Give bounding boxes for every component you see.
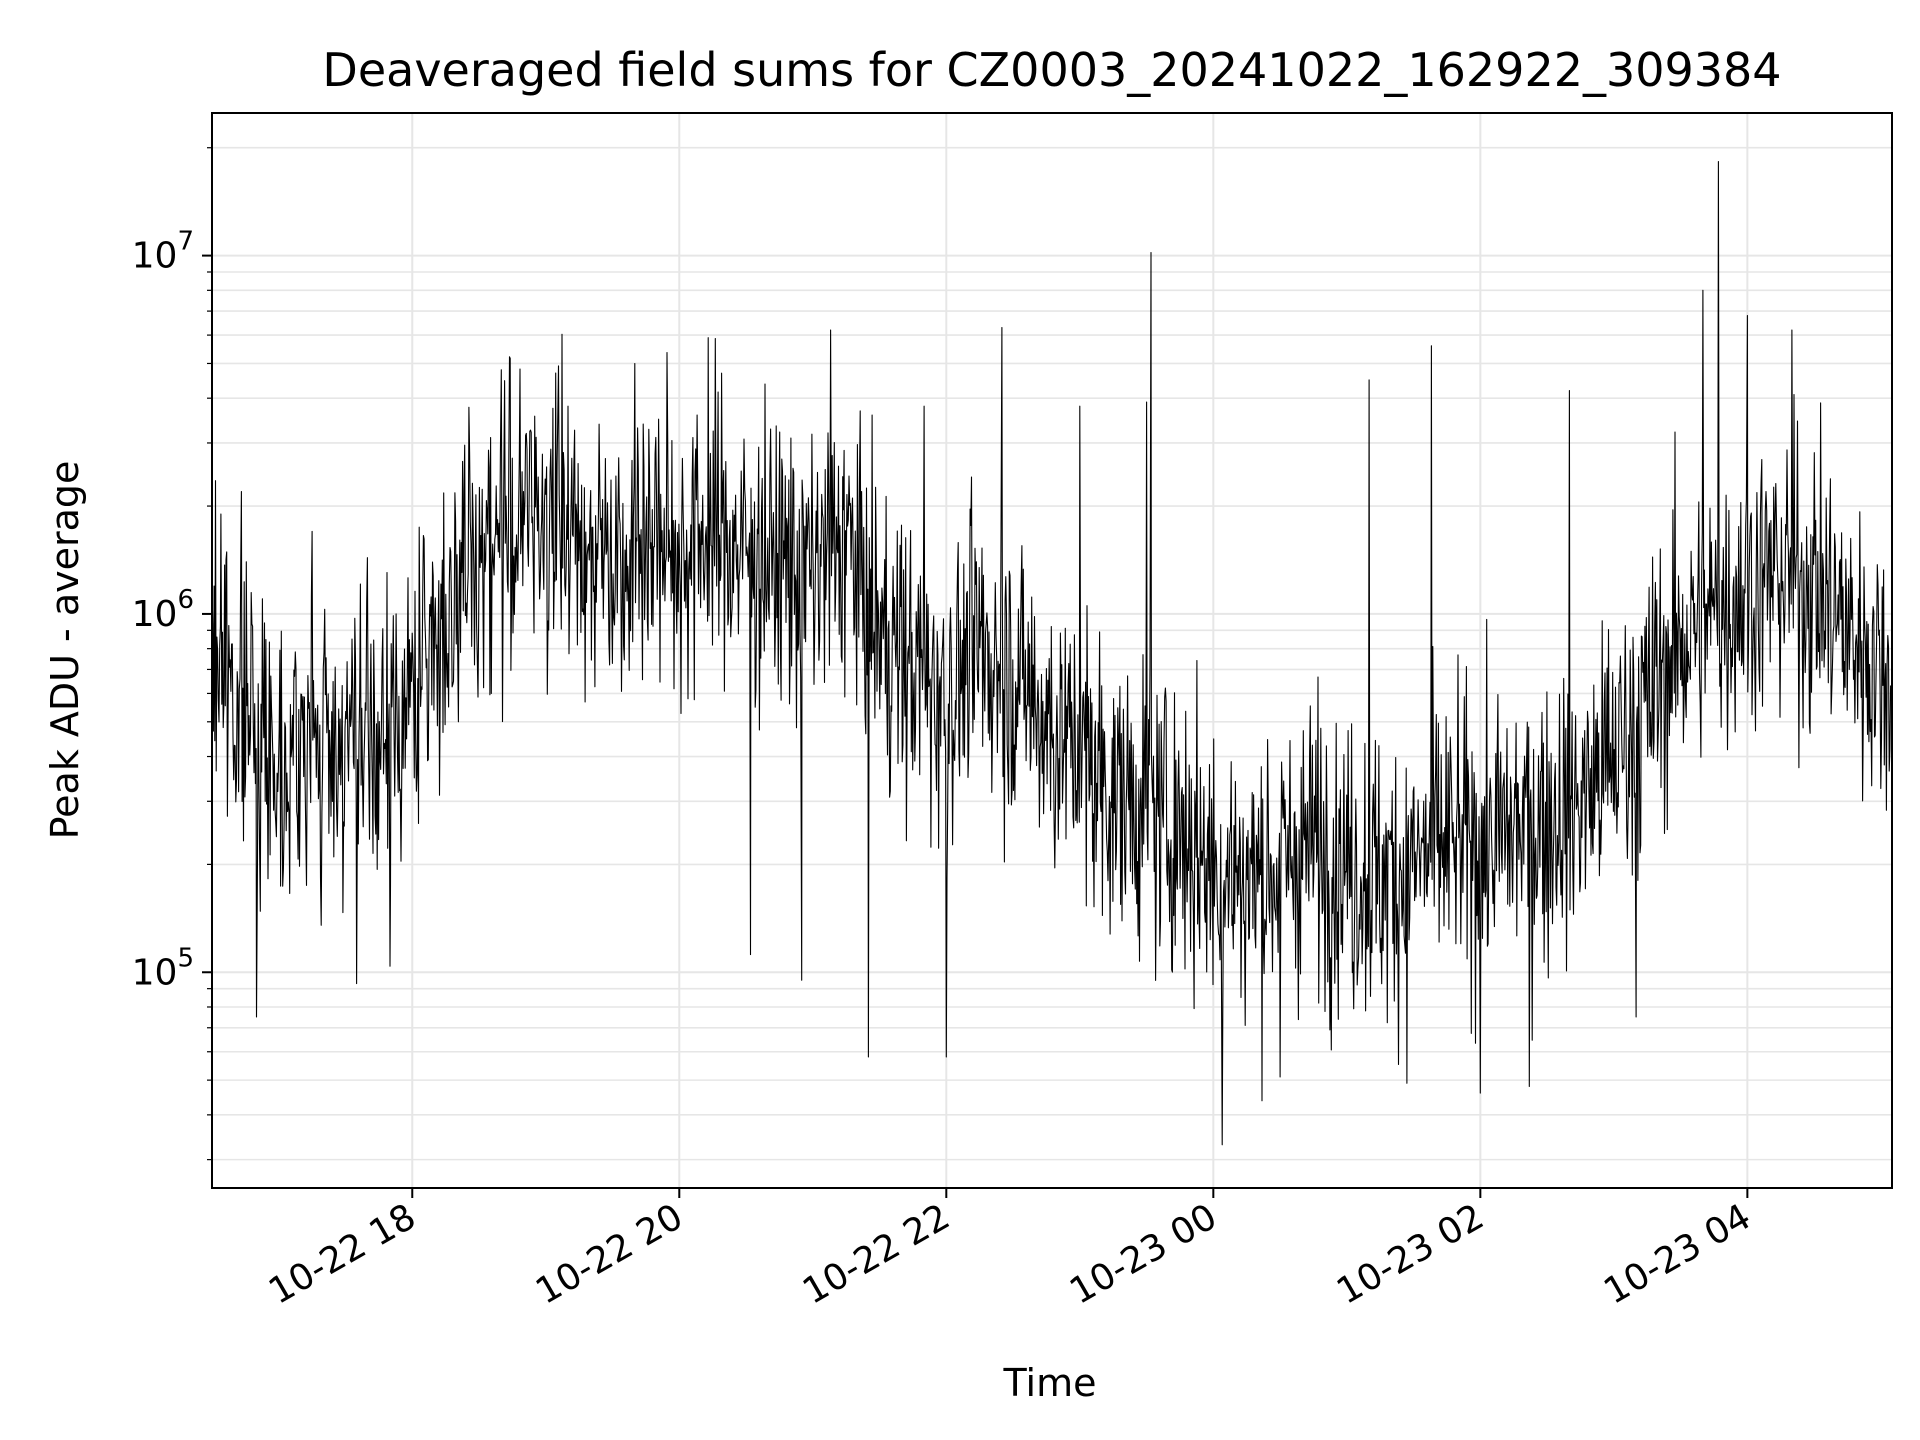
chart-title: Deaveraged field sums for CZ0003_2024102… bbox=[322, 43, 1781, 97]
y-axis-label: Peak ADU - average bbox=[43, 461, 87, 840]
y-tick-label: 105 bbox=[132, 943, 194, 993]
plot-frame bbox=[211, 112, 1893, 1189]
plot-area bbox=[211, 161, 1893, 1146]
y-tick-label: 106 bbox=[132, 585, 194, 635]
series-line bbox=[211, 161, 1893, 1146]
y-tick-label: 107 bbox=[132, 227, 194, 277]
x-axis-label: Time bbox=[1003, 1361, 1097, 1405]
